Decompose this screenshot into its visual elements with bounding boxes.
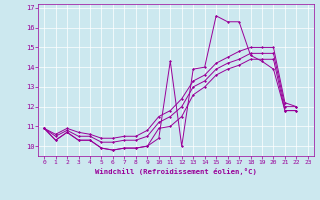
X-axis label: Windchill (Refroidissement éolien,°C): Windchill (Refroidissement éolien,°C) [95,168,257,175]
